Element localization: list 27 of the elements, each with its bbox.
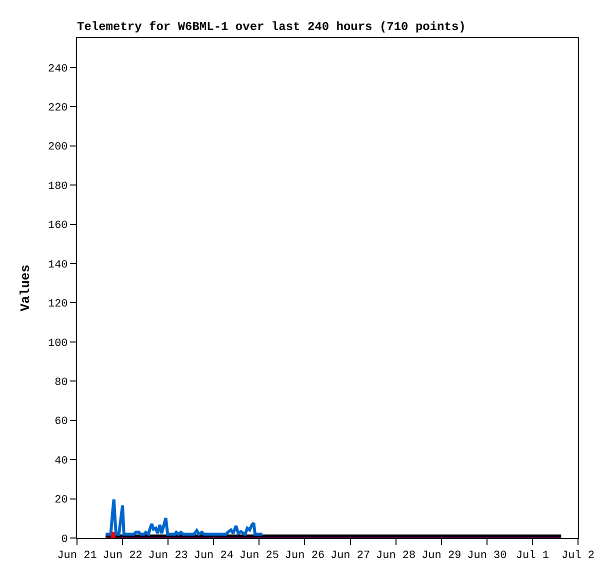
chart-title: Telemetry for W6BML-1 over last 240 hours (710 points) — [77, 20, 466, 34]
x-tick-label: Jun 29 — [422, 550, 462, 562]
y-tick-label: 20 — [54, 494, 68, 507]
x-tick-label: Jun 24 — [194, 550, 234, 562]
y-tick-label: 60 — [54, 416, 68, 428]
y-tick-label: 140 — [48, 259, 68, 272]
x-tick-label: Jun 27 — [330, 550, 370, 562]
x-tick-label: Jun 21 — [57, 550, 98, 562]
x-tick-label: Jul 1 — [516, 550, 550, 562]
y-tick-label: 200 — [48, 142, 68, 154]
y-tick-label: 180 — [48, 180, 68, 193]
y-tick-label: 220 — [48, 102, 68, 114]
y-tick-label: 40 — [54, 455, 68, 468]
x-tick-label: Jun 22 — [102, 550, 142, 562]
x-tick-label: Jul 2 — [561, 550, 595, 562]
y-tick-label: 0 — [61, 534, 68, 546]
x-tick-label: Jun 23 — [148, 550, 188, 562]
x-tick-label: Jun 25 — [239, 550, 279, 562]
y-tick-label: 100 — [48, 338, 68, 350]
y-tick-label: 240 — [48, 63, 68, 76]
y-axis-title: Values — [18, 264, 33, 312]
y-tick-label: 120 — [48, 298, 68, 311]
x-tick-label: Jun 26 — [284, 550, 325, 562]
y-tick-label: 160 — [48, 220, 68, 232]
x-tick-label: Jun 30 — [467, 550, 507, 562]
x-tick-label: Jun 28 — [376, 550, 416, 562]
y-tick-label: 80 — [54, 376, 68, 389]
